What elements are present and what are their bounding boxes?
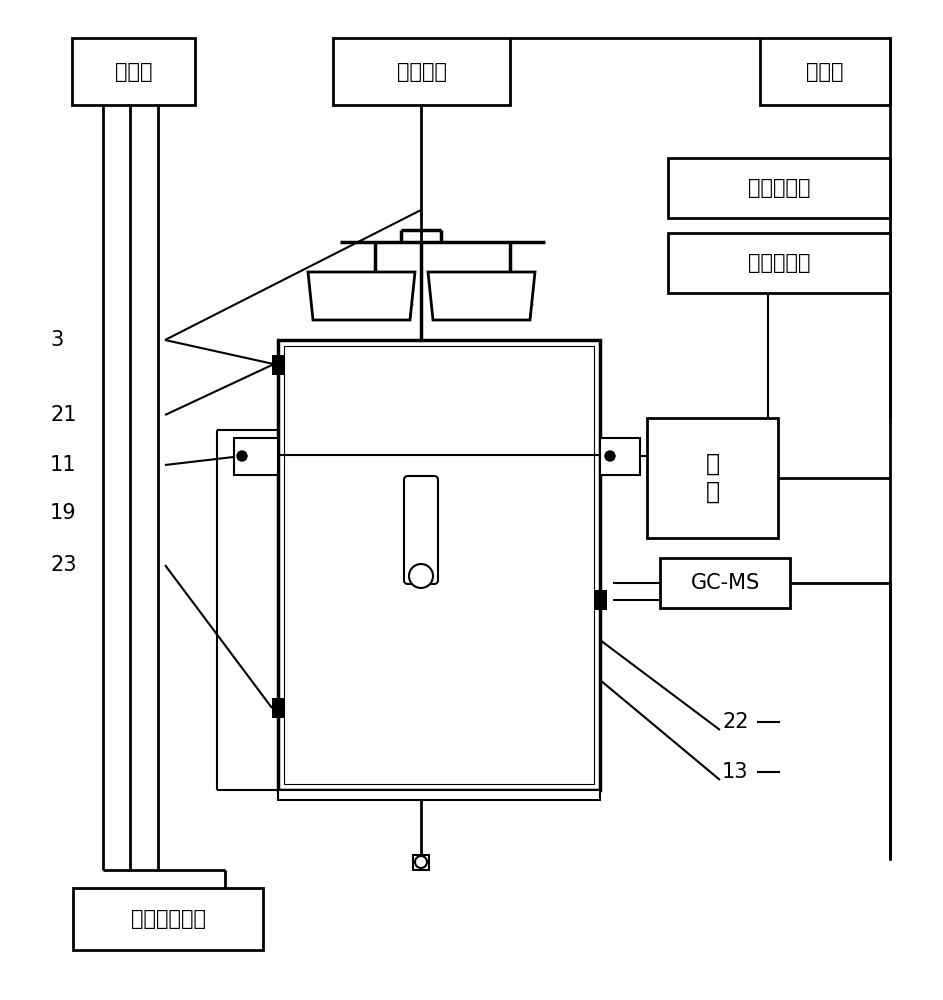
Bar (73, 888, 263, 950)
Text: 3: 3 (50, 330, 63, 350)
FancyBboxPatch shape (404, 476, 438, 584)
Polygon shape (308, 272, 415, 320)
Text: 13: 13 (722, 762, 749, 782)
Bar (600, 438, 640, 475)
Bar (660, 558, 790, 608)
Bar (272, 355, 284, 375)
Bar (333, 38, 510, 105)
Bar (413, 855, 429, 870)
Bar (647, 418, 778, 538)
Text: 23: 23 (50, 555, 76, 575)
Circle shape (237, 451, 247, 461)
Text: 电机驱动器: 电机驱动器 (748, 253, 810, 273)
Bar (278, 340, 600, 790)
Circle shape (415, 856, 427, 868)
Text: 控温仪: 控温仪 (115, 62, 152, 82)
Text: 电
机: 电 机 (705, 452, 720, 504)
Text: 11: 11 (50, 455, 76, 475)
Text: 19: 19 (50, 503, 76, 523)
Text: 运动控制卡: 运动控制卡 (748, 178, 810, 198)
Text: GC-MS: GC-MS (690, 573, 760, 593)
Bar (760, 38, 890, 105)
Text: 21: 21 (50, 405, 76, 425)
Text: 计算机: 计算机 (806, 62, 844, 82)
Text: 22: 22 (722, 712, 749, 732)
Text: 称重天平: 称重天平 (396, 62, 446, 82)
Polygon shape (428, 272, 535, 320)
Bar (72, 38, 195, 105)
Bar (668, 158, 890, 218)
Bar (272, 698, 284, 718)
Bar (668, 233, 890, 293)
Bar (595, 590, 607, 610)
Text: 加热浴控制器: 加热浴控制器 (130, 909, 206, 929)
Bar (284, 346, 594, 784)
Bar (278, 790, 600, 800)
Bar (234, 438, 278, 475)
Circle shape (605, 451, 615, 461)
Circle shape (409, 564, 433, 588)
